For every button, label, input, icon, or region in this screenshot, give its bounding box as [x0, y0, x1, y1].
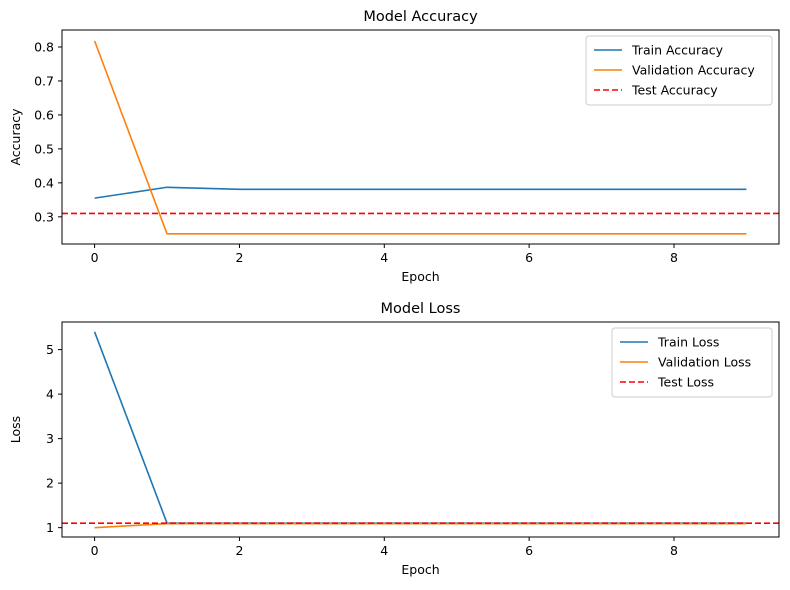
- y-tick-label: 0.8: [34, 39, 54, 54]
- x-axis-label: Epoch: [401, 269, 439, 284]
- y-tick-label: 0.6: [34, 107, 54, 122]
- x-tick-label: 4: [380, 250, 388, 265]
- y-axis-label: Loss: [8, 416, 23, 443]
- x-tick-label: 0: [91, 543, 99, 558]
- y-tick-label: 4: [46, 387, 54, 402]
- x-tick-label: 4: [380, 543, 388, 558]
- x-tick-label: 8: [670, 543, 678, 558]
- y-tick-label: 3: [46, 431, 54, 446]
- plot-area: [62, 40, 779, 235]
- x-tick-label: 8: [670, 250, 678, 265]
- legend-entry: Validation Loss: [658, 355, 751, 370]
- legend-frame: [585, 35, 773, 106]
- y-tick-label: 5: [46, 342, 54, 357]
- chart-title: Model Loss: [381, 301, 461, 317]
- series-line-2: [94, 522, 747, 529]
- legend: Train Loss Validation Loss Test Loss: [611, 327, 773, 398]
- x-tick-label: 2: [235, 250, 243, 265]
- x-tick-label: 6: [525, 250, 533, 265]
- x-tick-label: 2: [235, 543, 243, 558]
- x-tick-label: 0: [91, 250, 99, 265]
- legend-entry: Train Loss: [657, 335, 719, 350]
- legend-entry: Validation Accuracy: [632, 63, 755, 78]
- y-tick-label: 0.7: [34, 73, 54, 88]
- series-line-1: [94, 186, 747, 199]
- legend-entry: Train Accuracy: [631, 43, 724, 58]
- y-axis-label: Accuracy: [8, 108, 23, 166]
- legend-entry: Test Accuracy: [631, 83, 718, 98]
- x-axis-label: Epoch: [401, 562, 439, 577]
- plot-area: [62, 331, 779, 529]
- axes-frame: [61, 321, 780, 538]
- legend-entry: Test Loss: [657, 375, 714, 390]
- y-tick-label: 1: [46, 520, 54, 535]
- chart-2: Model Loss 0 2 4 6 8 1 2 3 4 5 Epoch Loss Train Loss V…: [8, 301, 780, 577]
- chart-1: Model Accuracy 0 2 4 6 8 0.3 0.4 0.5 0.6 0.7 0.8 Epo…: [8, 9, 780, 284]
- legend-frame: [611, 327, 773, 398]
- chart-title: Model Accuracy: [363, 9, 478, 25]
- series-line-2: [93, 40, 747, 235]
- legend: Train Accuracy Validation Accuracy Test Ac…: [585, 35, 773, 106]
- axes-frame: [61, 29, 780, 245]
- y-tick-label: 0.5: [34, 141, 54, 156]
- x-tick-label: 6: [525, 543, 533, 558]
- y-tick-label: 0.3: [34, 209, 54, 224]
- y-tick-label: 2: [46, 476, 54, 491]
- y-tick-label: 0.4: [34, 175, 54, 190]
